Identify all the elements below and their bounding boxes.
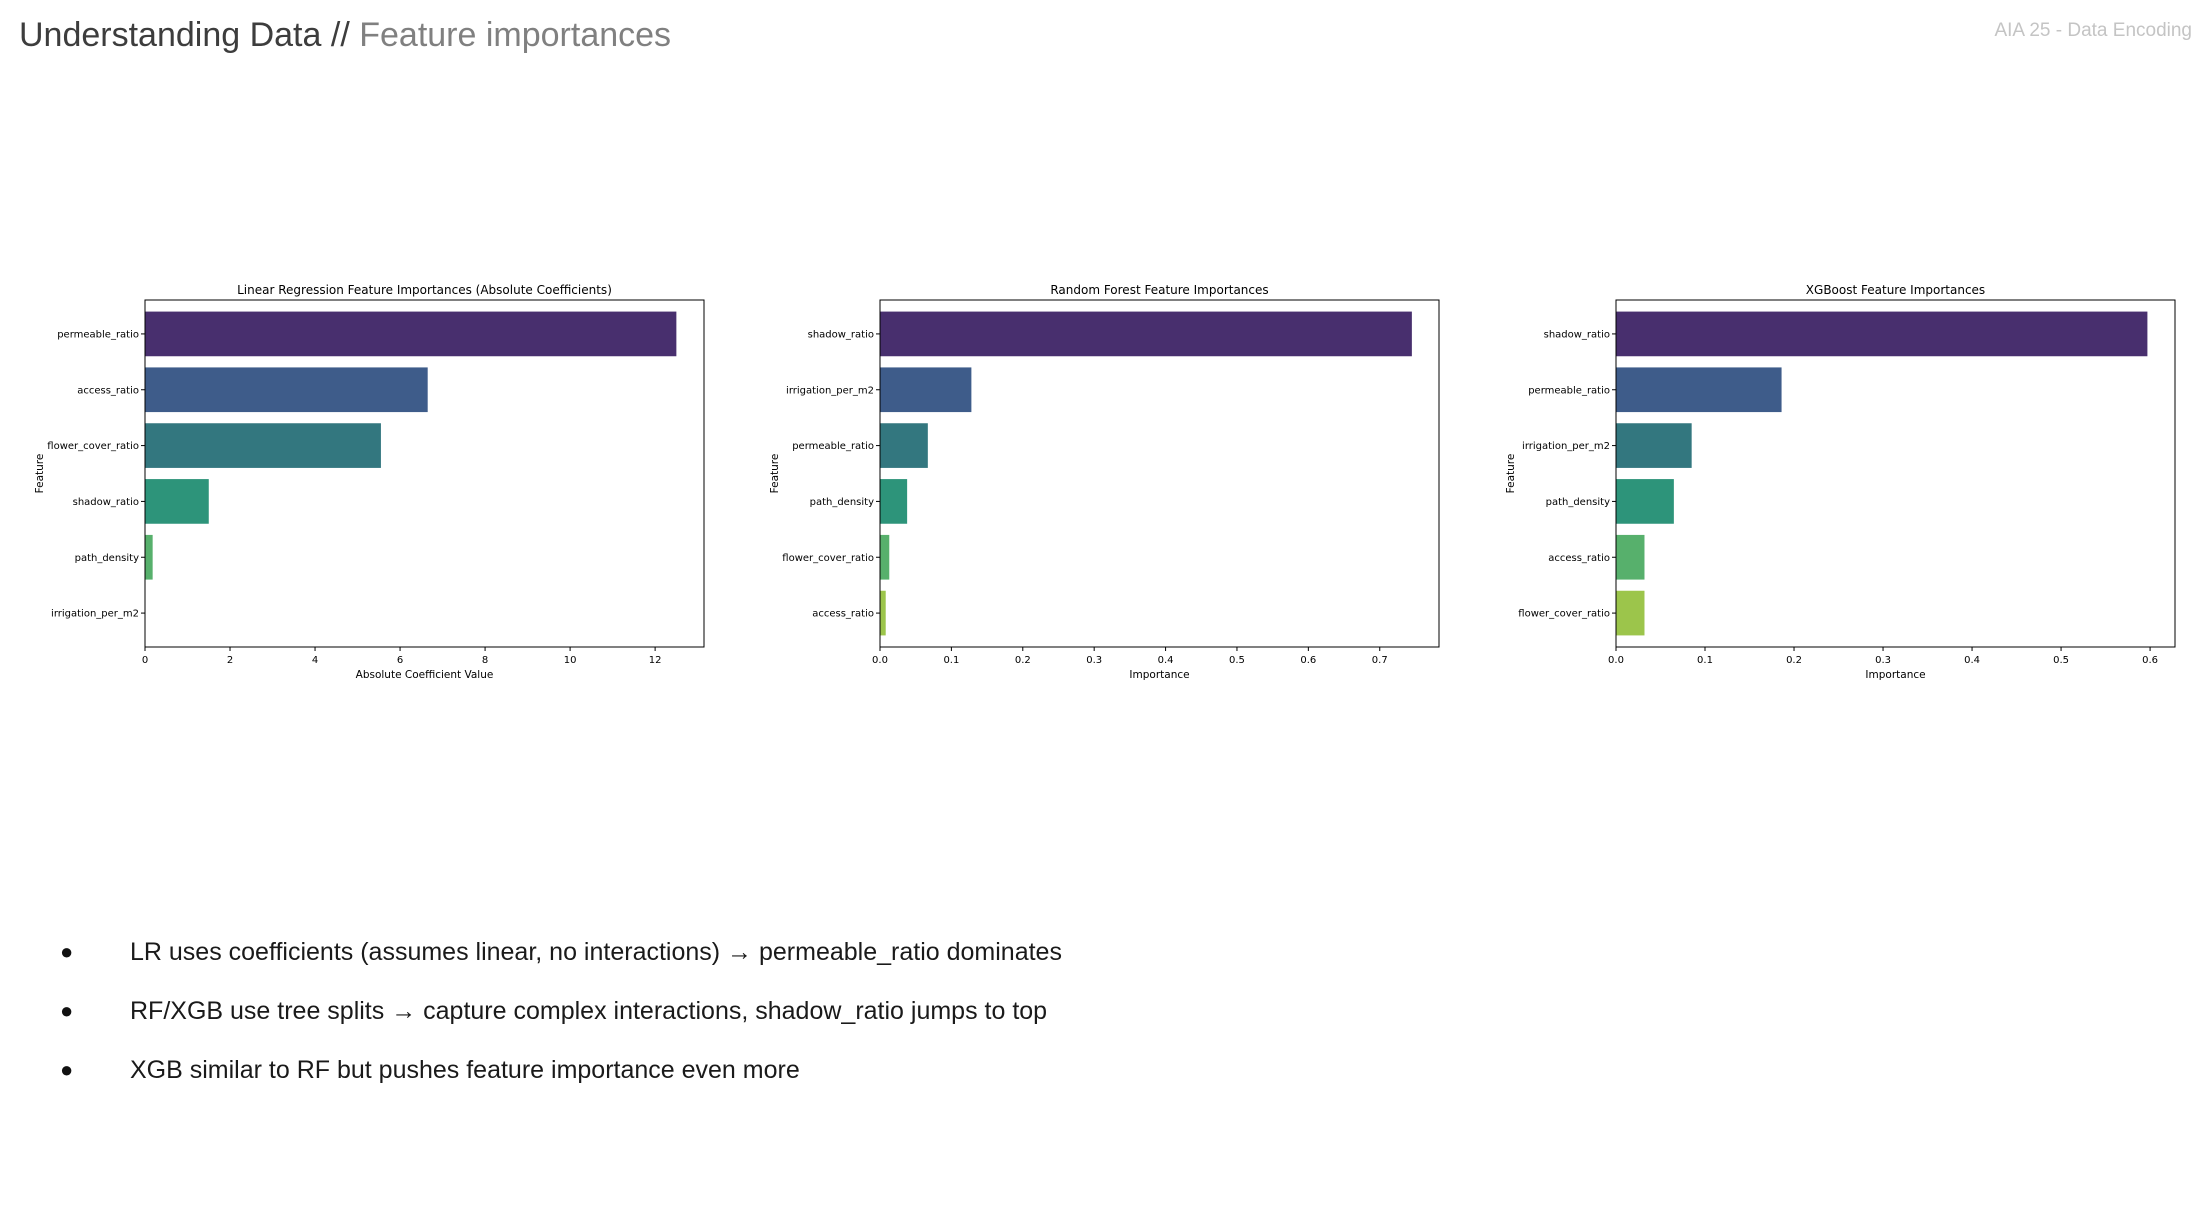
takeaway-item: ● RF/XGB use tree splits → capture comple…	[60, 984, 1062, 1043]
bar	[1616, 479, 1674, 524]
x-axis-label: Absolute Coefficient Value	[356, 669, 494, 681]
x-tick-label: 0.2	[1786, 655, 1802, 666]
y-axis-label: Feature	[34, 454, 46, 494]
category-label: shadow_ratio	[73, 497, 139, 508]
y-axis-label: Feature	[769, 454, 781, 494]
takeaway-text: XGB similar to RF but pushes feature imp…	[130, 1056, 800, 1084]
category-label: access_ratio	[812, 609, 874, 620]
x-tick-label: 0.3	[1875, 655, 1891, 666]
bar	[880, 311, 1412, 357]
x-tick-label: 0.5	[2053, 655, 2069, 666]
bar	[880, 479, 908, 524]
bar	[1616, 367, 1782, 413]
takeaway-item: ● XGB similar to RF but pushes feature im…	[60, 1043, 1062, 1102]
bar	[145, 479, 209, 524]
bar	[880, 367, 972, 413]
category-label: shadow_ratio	[808, 329, 874, 340]
x-tick-label: 12	[649, 655, 662, 666]
takeaway-item: ● LR uses coefficients (assumes linear, n…	[60, 925, 1062, 984]
category-label: access_ratio	[1548, 553, 1610, 564]
x-axis-label: Importance	[1129, 669, 1189, 681]
x-tick-label: 0.2	[1015, 655, 1031, 666]
category-label: irrigation_per_m2	[51, 609, 139, 620]
x-tick-label: 8	[482, 655, 488, 666]
category-label: permeable_ratio	[1528, 385, 1610, 396]
category-label: path_density	[75, 553, 139, 564]
bar	[145, 534, 153, 580]
x-tick-label: 0.6	[2142, 655, 2158, 666]
bar	[880, 534, 890, 580]
takeaway-text: RF/XGB use tree splits → capture complex…	[130, 997, 1048, 1025]
x-tick-label: 6	[397, 655, 403, 666]
bar	[145, 423, 381, 468]
feature-importance-charts: Linear Regression Feature Importances (A…	[34, 283, 2176, 681]
plot-frame	[144, 299, 705, 648]
x-tick-label: 0.1	[943, 655, 959, 666]
y-axis-label: Feature	[1505, 454, 1517, 494]
course-tag: AIA 25 - Data Encoding	[1994, 20, 2192, 41]
bar	[145, 367, 428, 413]
x-axis-label: Importance	[1865, 669, 1925, 681]
x-tick-label: 0.7	[1372, 655, 1388, 666]
x-tick-label: 0.0	[872, 655, 888, 666]
x-tick-label: 2	[227, 655, 233, 666]
category-label: path_density	[1546, 497, 1610, 508]
slide-title: Understanding Data // Feature importance…	[19, 16, 671, 55]
slide-title-subtitle: Feature importances	[359, 16, 672, 54]
x-tick-label: 0.5	[1229, 655, 1245, 666]
x-tick-label: 4	[312, 655, 318, 666]
bar	[880, 423, 928, 468]
x-tick-label: 0	[142, 655, 148, 666]
x-tick-label: 0.4	[1158, 655, 1174, 666]
x-tick-label: 0.1	[1697, 655, 1713, 666]
bar	[880, 590, 886, 636]
category-label: shadow_ratio	[1544, 329, 1610, 340]
category-label: irrigation_per_m2	[786, 385, 874, 396]
bullet-icon: ●	[60, 1057, 74, 1082]
plot-frame	[879, 299, 1440, 648]
chart-title: XGBoost Feature Importances	[1806, 283, 1985, 297]
bar	[1616, 590, 1645, 636]
takeaway-text: LR uses coefficients (assumes linear, no…	[130, 938, 1062, 966]
category-label: permeable_ratio	[792, 441, 874, 452]
bar	[1616, 534, 1645, 580]
category-label: flower_cover_ratio	[1518, 609, 1610, 620]
slide-title-main: Understanding Data	[19, 16, 322, 54]
x-tick-label: 10	[564, 655, 577, 666]
x-tick-label: 0.6	[1300, 655, 1316, 666]
bar	[145, 311, 677, 357]
x-tick-label: 0.4	[1964, 655, 1980, 666]
plot-frame	[1615, 299, 2176, 648]
category-label: path_density	[810, 497, 874, 508]
x-tick-label: 0.3	[1086, 655, 1102, 666]
chart-title: Random Forest Feature Importances	[1050, 283, 1268, 297]
chart-title: Linear Regression Feature Importances (A…	[237, 283, 612, 297]
bar	[1616, 423, 1692, 468]
bar	[1616, 311, 2148, 357]
category-label: irrigation_per_m2	[1522, 441, 1610, 452]
bullet-icon: ●	[60, 998, 74, 1023]
category-label: access_ratio	[77, 385, 139, 396]
x-tick-label: 0.0	[1608, 655, 1624, 666]
category-label: flower_cover_ratio	[47, 441, 139, 452]
takeaway-list: ● LR uses coefficients (assumes linear, n…	[60, 925, 1062, 1102]
slide-title-separator: //	[330, 16, 350, 54]
category-label: permeable_ratio	[57, 329, 139, 340]
category-label: flower_cover_ratio	[782, 553, 874, 564]
bullet-icon: ●	[60, 939, 74, 964]
